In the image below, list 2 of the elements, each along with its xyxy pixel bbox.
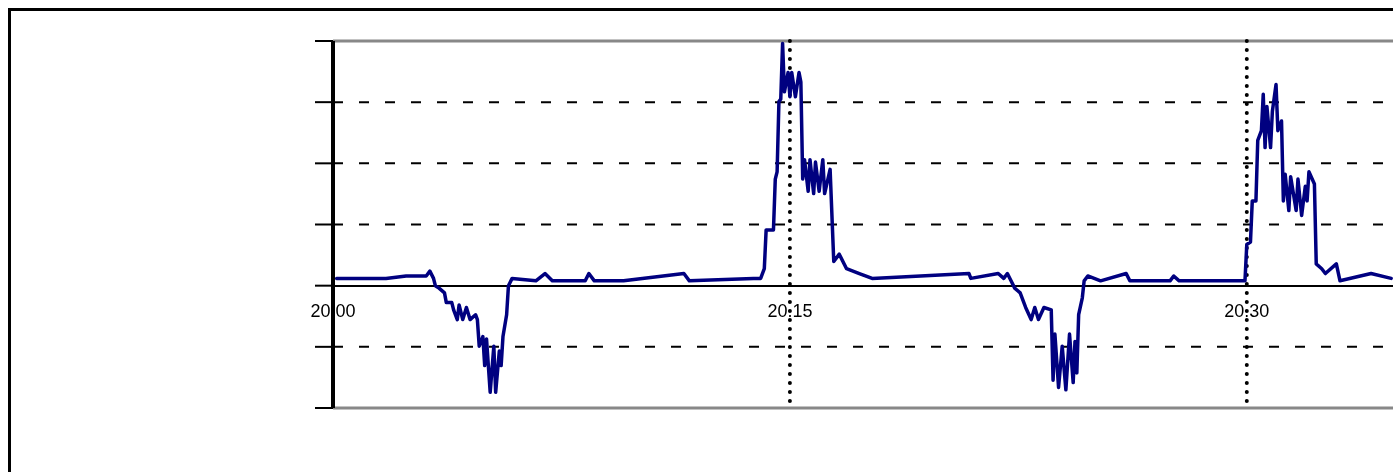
x-tick-label: 20.15 [767,301,813,322]
x-tick-label: 20.30 [1224,301,1270,322]
